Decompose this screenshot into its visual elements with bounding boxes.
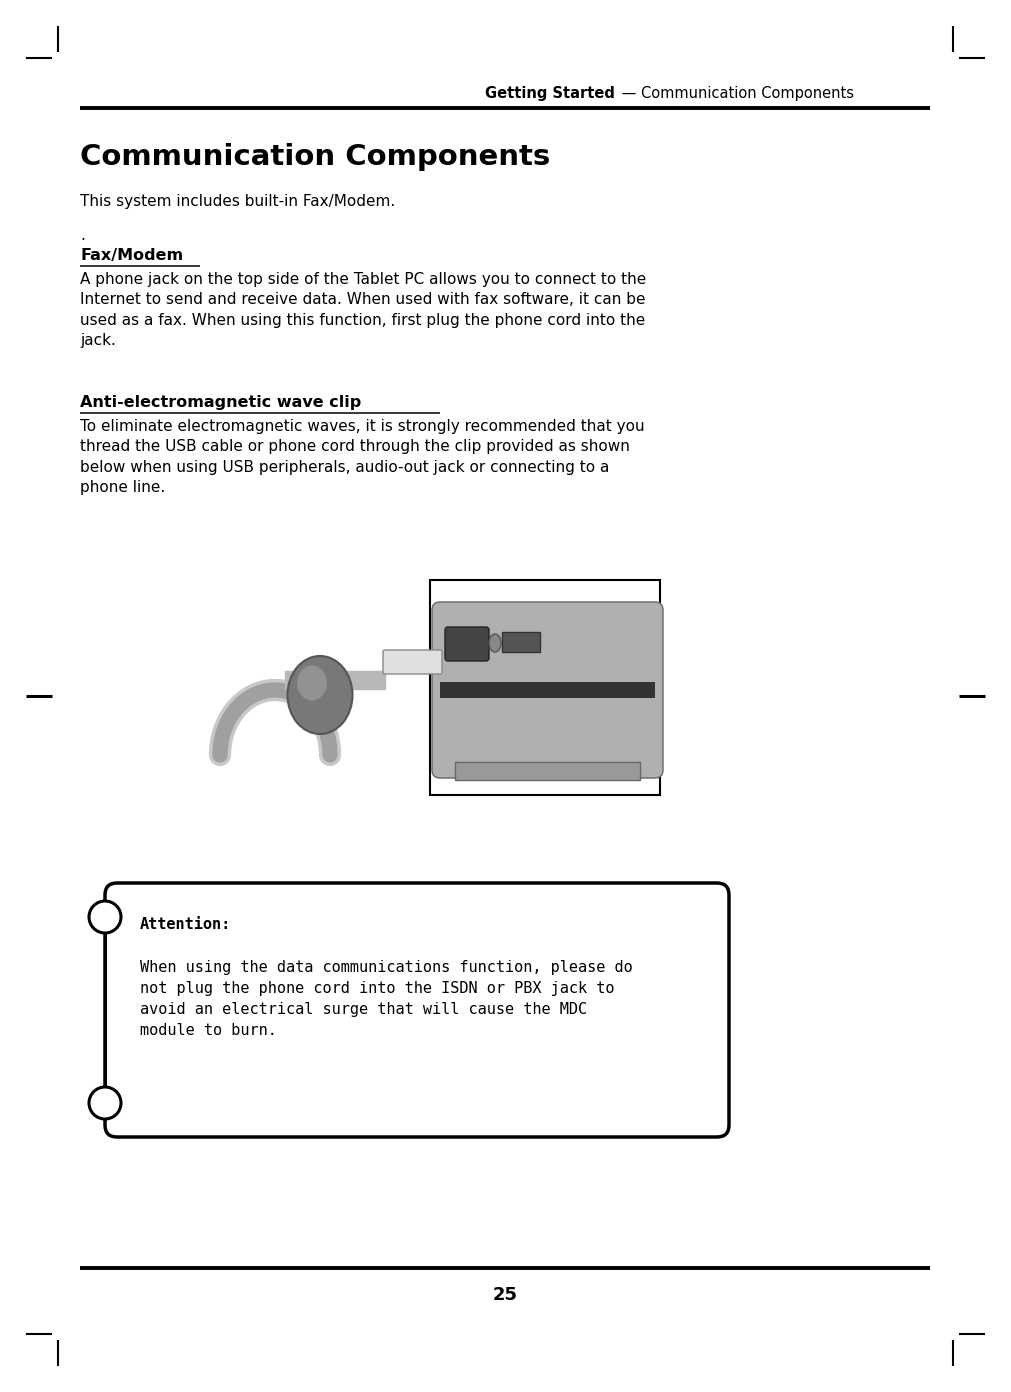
Text: Anti-electromagnetic wave clip: Anti-electromagnetic wave clip (80, 395, 361, 411)
Circle shape (89, 1087, 121, 1119)
FancyBboxPatch shape (432, 601, 663, 778)
Text: Attention:: Attention: (140, 917, 232, 933)
Bar (430, 580, 660, 795)
Bar (440, 682, 655, 697)
Text: To eliminate electromagnetic waves, it is strongly recommended that you
thread t: To eliminate electromagnetic waves, it i… (80, 419, 645, 496)
Ellipse shape (489, 633, 501, 651)
Text: .: . (80, 228, 85, 244)
Circle shape (89, 901, 121, 933)
Bar (455, 761, 640, 780)
FancyBboxPatch shape (105, 883, 729, 1137)
Text: Fax/Modem: Fax/Modem (80, 248, 183, 263)
Text: Getting Started: Getting Started (485, 86, 615, 102)
Text: This system includes built-in Fax/Modem.: This system includes built-in Fax/Modem. (80, 193, 395, 209)
Ellipse shape (297, 665, 327, 700)
Ellipse shape (287, 656, 353, 734)
Bar (112, 896, 132, 1123)
FancyBboxPatch shape (383, 650, 442, 674)
Text: When using the data communications function, please do
not plug the phone cord i: When using the data communications funct… (140, 960, 633, 1038)
Text: — Communication Components: — Communication Components (617, 86, 854, 102)
Text: 25: 25 (492, 1286, 518, 1304)
Bar (502, 632, 540, 651)
Text: Communication Components: Communication Components (80, 143, 550, 171)
Text: A phone jack on the top side of the Tablet PC allows you to connect to the
Inter: A phone jack on the top side of the Tabl… (80, 271, 646, 348)
FancyBboxPatch shape (445, 626, 489, 661)
